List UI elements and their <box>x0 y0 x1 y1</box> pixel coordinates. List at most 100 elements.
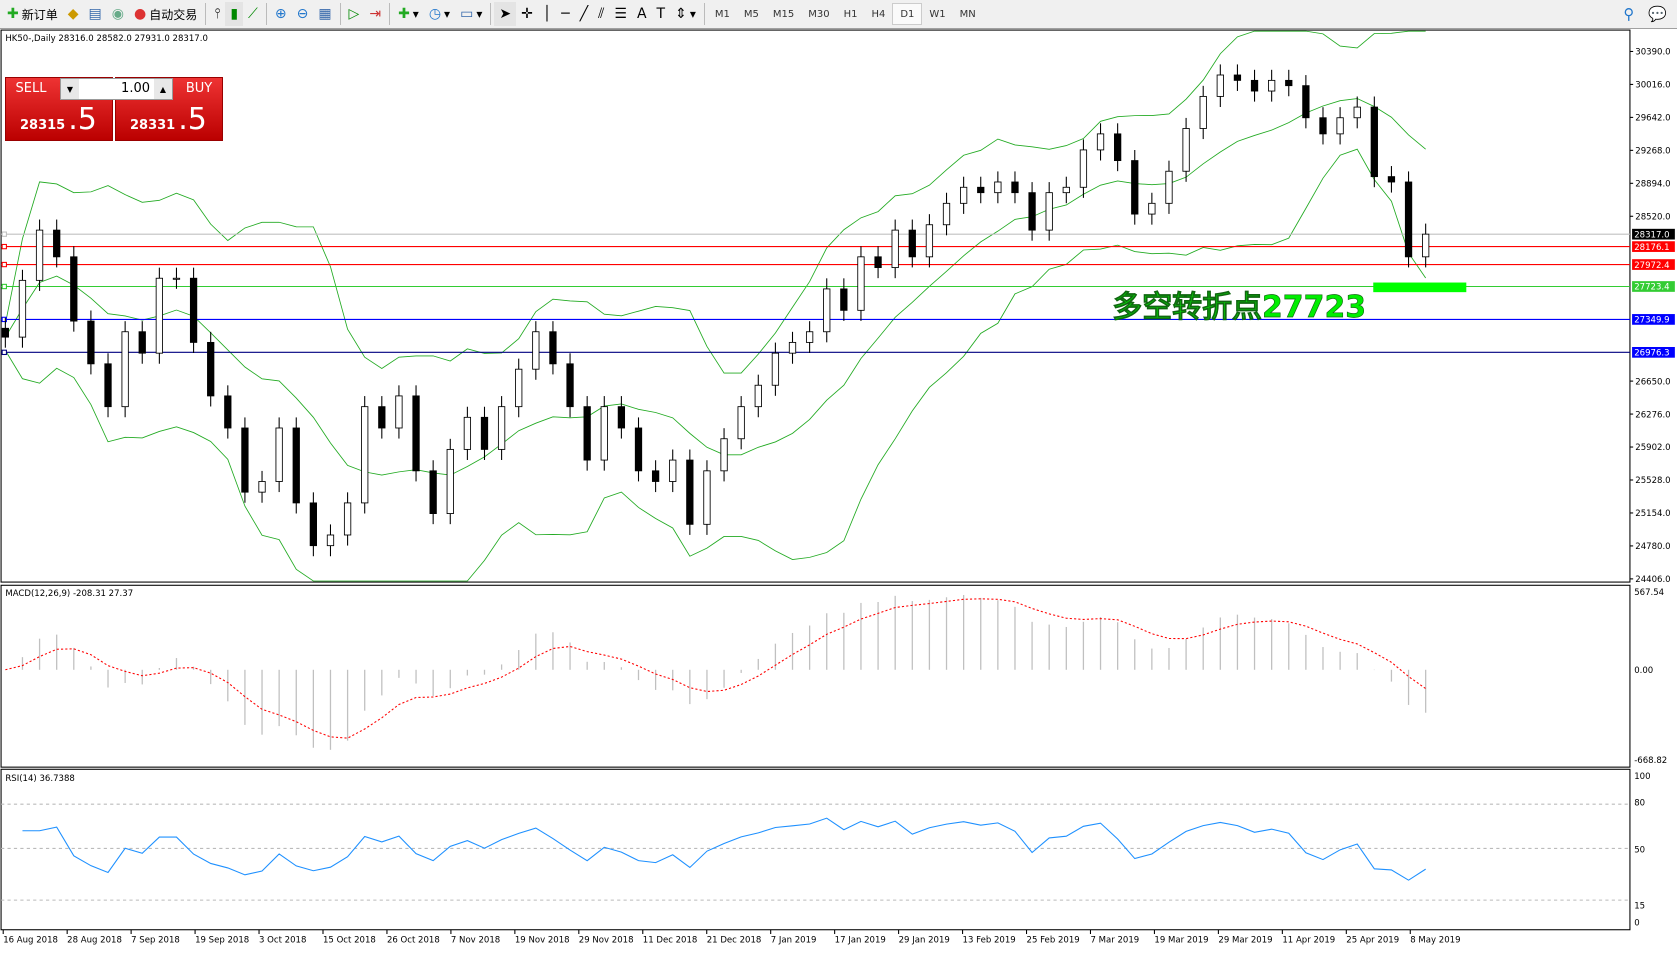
line-chart-button[interactable]: ⟋ <box>243 2 263 26</box>
timeframe-h4[interactable]: H4 <box>871 8 886 20</box>
candlestick-button[interactable]: ▮ <box>225 2 244 26</box>
time-tick-label: 7 Nov 2018 <box>451 936 500 946</box>
horizontal-line-button[interactable]: ─ <box>556 2 574 26</box>
price-tick-label: 28520.0 <box>1635 212 1670 222</box>
pivot-marker <box>1373 282 1467 293</box>
price-tick-label: 24406.0 <box>1635 575 1670 585</box>
timeframe-mn[interactable]: MN <box>959 8 976 20</box>
periods-button[interactable]: ◷ ▾ <box>424 2 455 26</box>
candle-bull <box>720 438 728 472</box>
time-tick-label: 15 Oct 2018 <box>323 936 376 946</box>
level-handle <box>1 349 7 356</box>
zoom-out-button[interactable]: ⊖ <box>292 2 314 26</box>
timeframe-m1[interactable]: M1 <box>714 8 730 20</box>
dropdown-arrow-icon: ▾ <box>444 7 451 21</box>
channel-icon: ⫽ <box>598 6 605 22</box>
candle-bear <box>87 320 95 365</box>
candle-bull <box>1062 186 1070 194</box>
buy-price-fraction: .5 <box>178 102 207 137</box>
price-level-label: 28176.1 <box>1634 243 1669 253</box>
search-icon[interactable]: ⚲ <box>1623 5 1635 23</box>
lot-increase-button[interactable]: ▲ <box>154 79 172 99</box>
candle-bull <box>925 224 934 258</box>
timeframe-m30[interactable]: M30 <box>808 8 830 20</box>
sell-price-fraction: .5 <box>68 102 97 137</box>
time-tick-label: 29 Mar 2019 <box>1218 936 1272 946</box>
trendline-icon: ╱ <box>579 6 589 22</box>
cursor-button[interactable]: ➤ <box>494 2 517 26</box>
candle-bull <box>1268 79 1276 92</box>
new-order-button[interactable]: ✚ 新订单 <box>2 2 63 26</box>
timeframe-m5[interactable]: M5 <box>743 8 759 20</box>
equidistant-channel-button[interactable]: ⫽ <box>593 2 609 26</box>
templates-button[interactable]: ▭ ▾ <box>455 2 487 26</box>
candle-bull <box>1045 192 1053 231</box>
text-label-button[interactable]: T <box>652 2 671 26</box>
indicators-button[interactable]: ✚ ▾ <box>393 2 424 26</box>
timeframe-d1[interactable]: D1 <box>892 3 923 25</box>
candle-bear <box>617 406 626 429</box>
timeframe-h1[interactable]: H1 <box>843 8 858 20</box>
fibonacci-button[interactable]: ☰ <box>609 2 632 26</box>
chat-icon[interactable]: 💬 <box>1648 5 1667 23</box>
time-tick-label: 29 Nov 2018 <box>579 936 634 946</box>
rsi-panel <box>0 768 1631 931</box>
chart-shift-button[interactable]: ⇥ <box>364 2 386 26</box>
candle-bull <box>1148 202 1156 215</box>
rsi-tick: 100 <box>1634 772 1650 782</box>
arrows-icon: ⇕ <box>675 6 687 22</box>
candle-bull <box>805 331 814 343</box>
lot-size-stepper[interactable]: ▼ 1.00 ▲ <box>60 78 173 100</box>
trendline-button[interactable]: ╱ <box>575 2 593 26</box>
toolbar-right: ⚲ 💬 <box>1623 5 1677 23</box>
candle-bull <box>532 331 540 370</box>
arrows-button[interactable]: ⇕ ▾ <box>670 2 701 26</box>
vertical-line-button[interactable]: │ <box>538 2 556 26</box>
timeframe-w1[interactable]: W1 <box>929 8 946 20</box>
price-level-label: 27972.4 <box>1634 261 1669 271</box>
candle-bear <box>1319 117 1327 135</box>
candle-bear <box>207 341 215 397</box>
text-button[interactable]: A <box>632 2 652 26</box>
time-tick-label: 25 Apr 2019 <box>1346 936 1399 946</box>
tile-windows-button[interactable]: ▦ <box>313 2 336 26</box>
candle-bull <box>35 229 44 281</box>
timeframe-m15[interactable]: M15 <box>772 8 795 20</box>
candle-bear <box>977 186 985 194</box>
auto-scroll-button[interactable]: ▷ <box>344 2 365 26</box>
bar-chart-button[interactable]: ⫯ <box>209 2 225 26</box>
zoom-in-button[interactable]: ⊕ <box>270 2 292 26</box>
bollinger-middle <box>4 98 1426 476</box>
rsi-tick: 50 <box>1634 846 1645 856</box>
time-tick-label: 8 May 2019 <box>1410 936 1460 946</box>
rsi-label: RSI(14) 36.7388 <box>5 774 74 784</box>
candle-bear <box>138 331 146 354</box>
candle-bull <box>754 384 762 408</box>
price-tick-label: 30016.0 <box>1635 81 1670 91</box>
signals-button[interactable]: ◉ <box>107 2 129 26</box>
chart-canvas[interactable]: 28317.0 28176.1 27972.4 27723.4 27349.9 26976… <box>0 29 1677 949</box>
sell-label: SELL <box>15 81 47 96</box>
candle-bull <box>275 427 283 482</box>
candle-bear <box>1 327 9 338</box>
lot-size-input[interactable]: 1.00 <box>121 81 150 96</box>
lot-decrease-button[interactable]: ▼ <box>61 79 79 99</box>
sell-price: 28315 <box>20 118 66 133</box>
candle-bear <box>583 406 591 461</box>
terminal-button[interactable]: ▤ <box>84 2 107 26</box>
one-click-trading-panel: SELL 28315.5 ▼ 1.00 ▲ BUY 28331.5 <box>5 77 224 141</box>
history-button[interactable]: ◆ <box>63 2 84 26</box>
candle-bull <box>497 406 506 450</box>
signal-icon: ◉ <box>111 6 124 22</box>
chart-window[interactable]: 28317.0 28176.1 27972.4 27723.4 27349.9 26976… <box>0 29 1677 949</box>
time-tick-label: 17 Jan 2019 <box>835 936 886 946</box>
candle-bull <box>1165 170 1173 204</box>
auto-trading-button[interactable]: ● 自动交易 <box>129 2 202 26</box>
separator <box>205 3 207 25</box>
candle-bear <box>566 363 574 408</box>
candle-bull <box>703 470 711 525</box>
price-tick-label: 30390.0 <box>1635 48 1670 58</box>
rsi-tick: 80 <box>1634 799 1645 809</box>
candle-bear <box>378 406 386 429</box>
crosshair-button[interactable]: ✛ <box>516 2 538 26</box>
